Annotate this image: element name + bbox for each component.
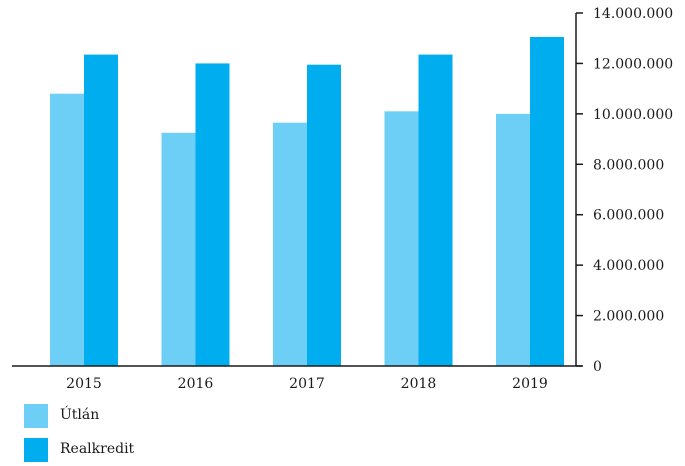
bar-tln-2019	[496, 113, 530, 366]
bar-realkredit-2018	[418, 54, 453, 366]
legend-label-utlan: Útlán	[60, 407, 100, 423]
y-tick-label-1: 2.000.000	[593, 309, 664, 325]
bar-tln-2015	[50, 93, 84, 366]
x-tick-label-2015: 2015	[66, 376, 102, 392]
y-tick-label-6: 12.000.000	[593, 56, 673, 72]
x-tick-label-2016: 2016	[178, 376, 214, 392]
y-tick-label-5: 10.000.000	[593, 107, 673, 123]
bar-tln-2018	[384, 111, 419, 366]
x-tick-label-2019: 2019	[512, 376, 548, 392]
legend-swatch-utlan	[24, 404, 48, 428]
legend-item-realkredit: Realkredit	[24, 438, 224, 466]
bar-realkredit-2015	[84, 54, 118, 366]
legend-swatch-realkredit	[24, 438, 48, 462]
bar-realkredit-2016	[195, 63, 230, 367]
bar-tln-2016	[161, 132, 196, 366]
bar-realkredit-2019	[530, 36, 564, 366]
x-tick-label-2018: 2018	[401, 376, 437, 392]
y-tick-label-4: 8.000.000	[593, 157, 664, 173]
bar-tln-2017	[273, 122, 307, 366]
legend-label-realkredit: Realkredit	[60, 441, 135, 457]
y-tick-label-2: 4.000.000	[593, 258, 664, 274]
y-tick-label-7: 14.000.000	[593, 6, 673, 22]
x-tick-label-2017: 2017	[289, 376, 325, 392]
y-tick-label-3: 6.000.000	[593, 208, 664, 224]
bar-realkredit-2017	[307, 64, 341, 367]
y-tick-label-0: 0	[593, 359, 602, 375]
legend-item-utlan: Útlán	[24, 404, 224, 432]
bar-chart: 0 2.000.000 4.000.000 6.000.000 8.000.000 10.…	[12, 6, 673, 392]
